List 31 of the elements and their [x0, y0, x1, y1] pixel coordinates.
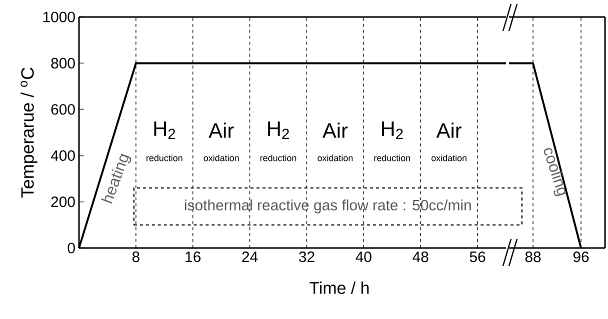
x-tick-label: 48	[412, 252, 428, 262]
x-axis-title: Time / h	[310, 282, 369, 294]
annotation: oxidation	[432, 154, 466, 162]
annotation: H$_{2}$	[154, 121, 176, 139]
annotation: reduction	[260, 154, 296, 162]
y-tick-label: 400	[50, 150, 75, 161]
y-tick-label: 600	[51, 104, 75, 115]
x-tick-label: 16	[186, 252, 201, 262]
y-tick-label: 800	[51, 58, 75, 68]
y-tick-label: 0	[68, 242, 75, 254]
x-tick-label: 88	[525, 252, 541, 262]
y-tick-label: 1000	[43, 12, 75, 22]
y-tick-label: 200	[51, 196, 75, 208]
x-tick-label: 56	[470, 252, 486, 262]
annotation: oxidation	[204, 154, 239, 162]
annotation: isothermal reactive gas flow rate : 50cc/min	[184, 199, 471, 214]
annotation: reduction	[374, 154, 410, 162]
annotation: Air	[208, 122, 234, 138]
x-tick-label: 8	[132, 252, 140, 262]
y-axis-title: Temperarue / $^{o}$C	[20, 68, 38, 198]
x-tick-label: 96	[573, 252, 589, 262]
annotation: H$_{2}$	[268, 121, 289, 139]
x-tick-label: 32	[298, 252, 314, 262]
x-tick-label: 24	[242, 252, 258, 262]
x-tick-label: 40	[356, 252, 372, 262]
annotation: cooling	[544, 148, 566, 196]
annotation: Air	[436, 122, 462, 138]
annotation: oxidation	[318, 154, 353, 162]
annotation: H$_{2}$	[382, 121, 403, 139]
annotation: Air	[322, 122, 348, 138]
annotation: reduction	[146, 154, 182, 162]
